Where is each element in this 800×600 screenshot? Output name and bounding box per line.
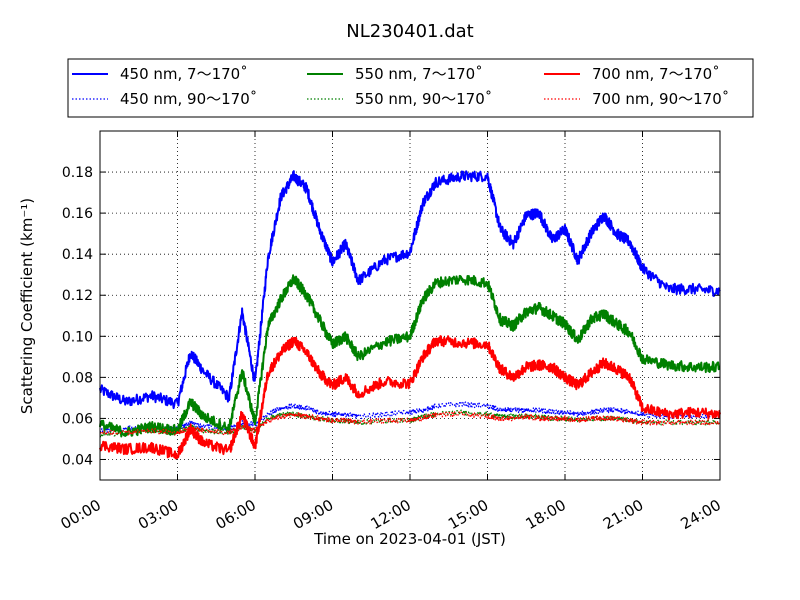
legend-label: 700 nm, 7～170˚ (592, 65, 720, 83)
legend-label: 700 nm, 90～170˚ (592, 90, 729, 108)
legend-label: 550 nm, 7～170˚ (355, 65, 483, 83)
chart-title: NL230401.dat (346, 21, 473, 42)
legend-label: 550 nm, 90～170˚ (355, 90, 492, 108)
y-tick-label: 0.04 (62, 452, 93, 468)
y-tick-label: 0.06 (62, 411, 93, 427)
legend-box (67, 58, 754, 118)
y-tick-label: 0.14 (62, 247, 93, 263)
y-tick-label: 0.08 (62, 370, 93, 386)
legend: 450 nm, 7～170˚ 450 nm, 90～170˚ 550 nm, 7～1… (67, 58, 754, 118)
series-layer (99, 170, 721, 460)
series-line-5 (99, 335, 721, 460)
x-axis-label: Time on 2023-04-01 (JST) (313, 530, 506, 548)
series-line-2 (99, 401, 721, 434)
series-line-6 (99, 411, 721, 436)
y-tick-label: 0.16 (62, 206, 93, 222)
y-tick-label: 0.18 (62, 165, 93, 181)
legend-label: 450 nm, 7～170˚ (120, 65, 248, 83)
series-line-1 (99, 170, 721, 410)
legend-label: 450 nm, 90～170˚ (120, 90, 257, 108)
series-line-3 (99, 274, 721, 438)
y-axis-label: Scattering Coefficient (km⁻¹) (18, 198, 36, 414)
y-tick-label: 0.10 (62, 329, 93, 345)
y-tick-label: 0.12 (62, 288, 93, 304)
